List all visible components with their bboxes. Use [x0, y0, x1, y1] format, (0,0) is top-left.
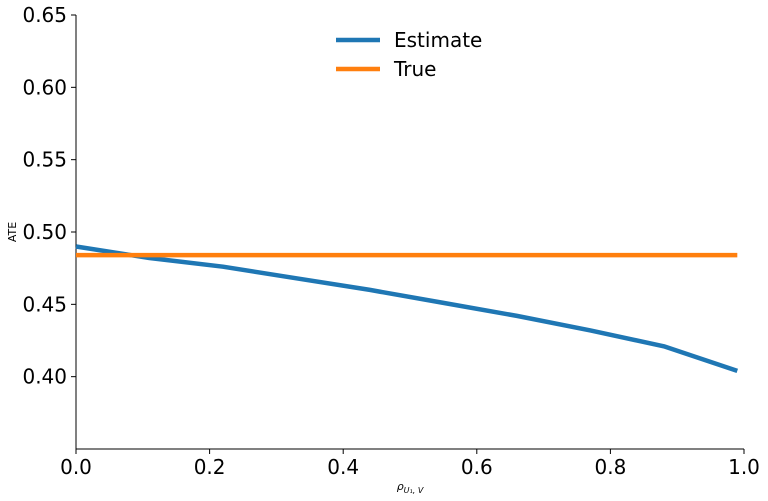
- legend-label-true: True: [393, 57, 436, 81]
- series-line-estimate: [75, 244, 739, 374]
- y-tick-label: 0.60: [22, 75, 67, 99]
- legend-label-estimate: Estimate: [394, 28, 482, 52]
- x-tick-label: 0.8: [594, 455, 626, 479]
- x-axis-label: ρU₁, V: [397, 480, 424, 495]
- y-tick-label: 0.40: [22, 365, 67, 389]
- series-layer: [75, 244, 739, 374]
- x-axis-label-subscript: U₁, V: [404, 486, 424, 495]
- y-tick-label: 0.55: [22, 148, 67, 172]
- x-tick-label: 0.6: [461, 455, 493, 479]
- x-tick-label: 0.0: [60, 455, 92, 479]
- x-axis-label-main: ρ: [397, 480, 404, 493]
- y-tick-label: 0.45: [22, 292, 67, 316]
- legend: Estimate True: [336, 28, 482, 81]
- y-tick-label: 0.50: [22, 220, 67, 244]
- x-tick-label: 0.4: [327, 455, 359, 479]
- axes: 0.0 0.2 0.4 0.6 0.8 1.0 0.40 0.45 0.50 0.55 0.60 0.…: [22, 3, 759, 479]
- y-axis-label: ATE: [6, 222, 19, 242]
- y-tick-label: 0.65: [22, 3, 67, 27]
- x-tick-label: 0.2: [194, 455, 226, 479]
- x-tick-label: 1.0: [728, 455, 760, 479]
